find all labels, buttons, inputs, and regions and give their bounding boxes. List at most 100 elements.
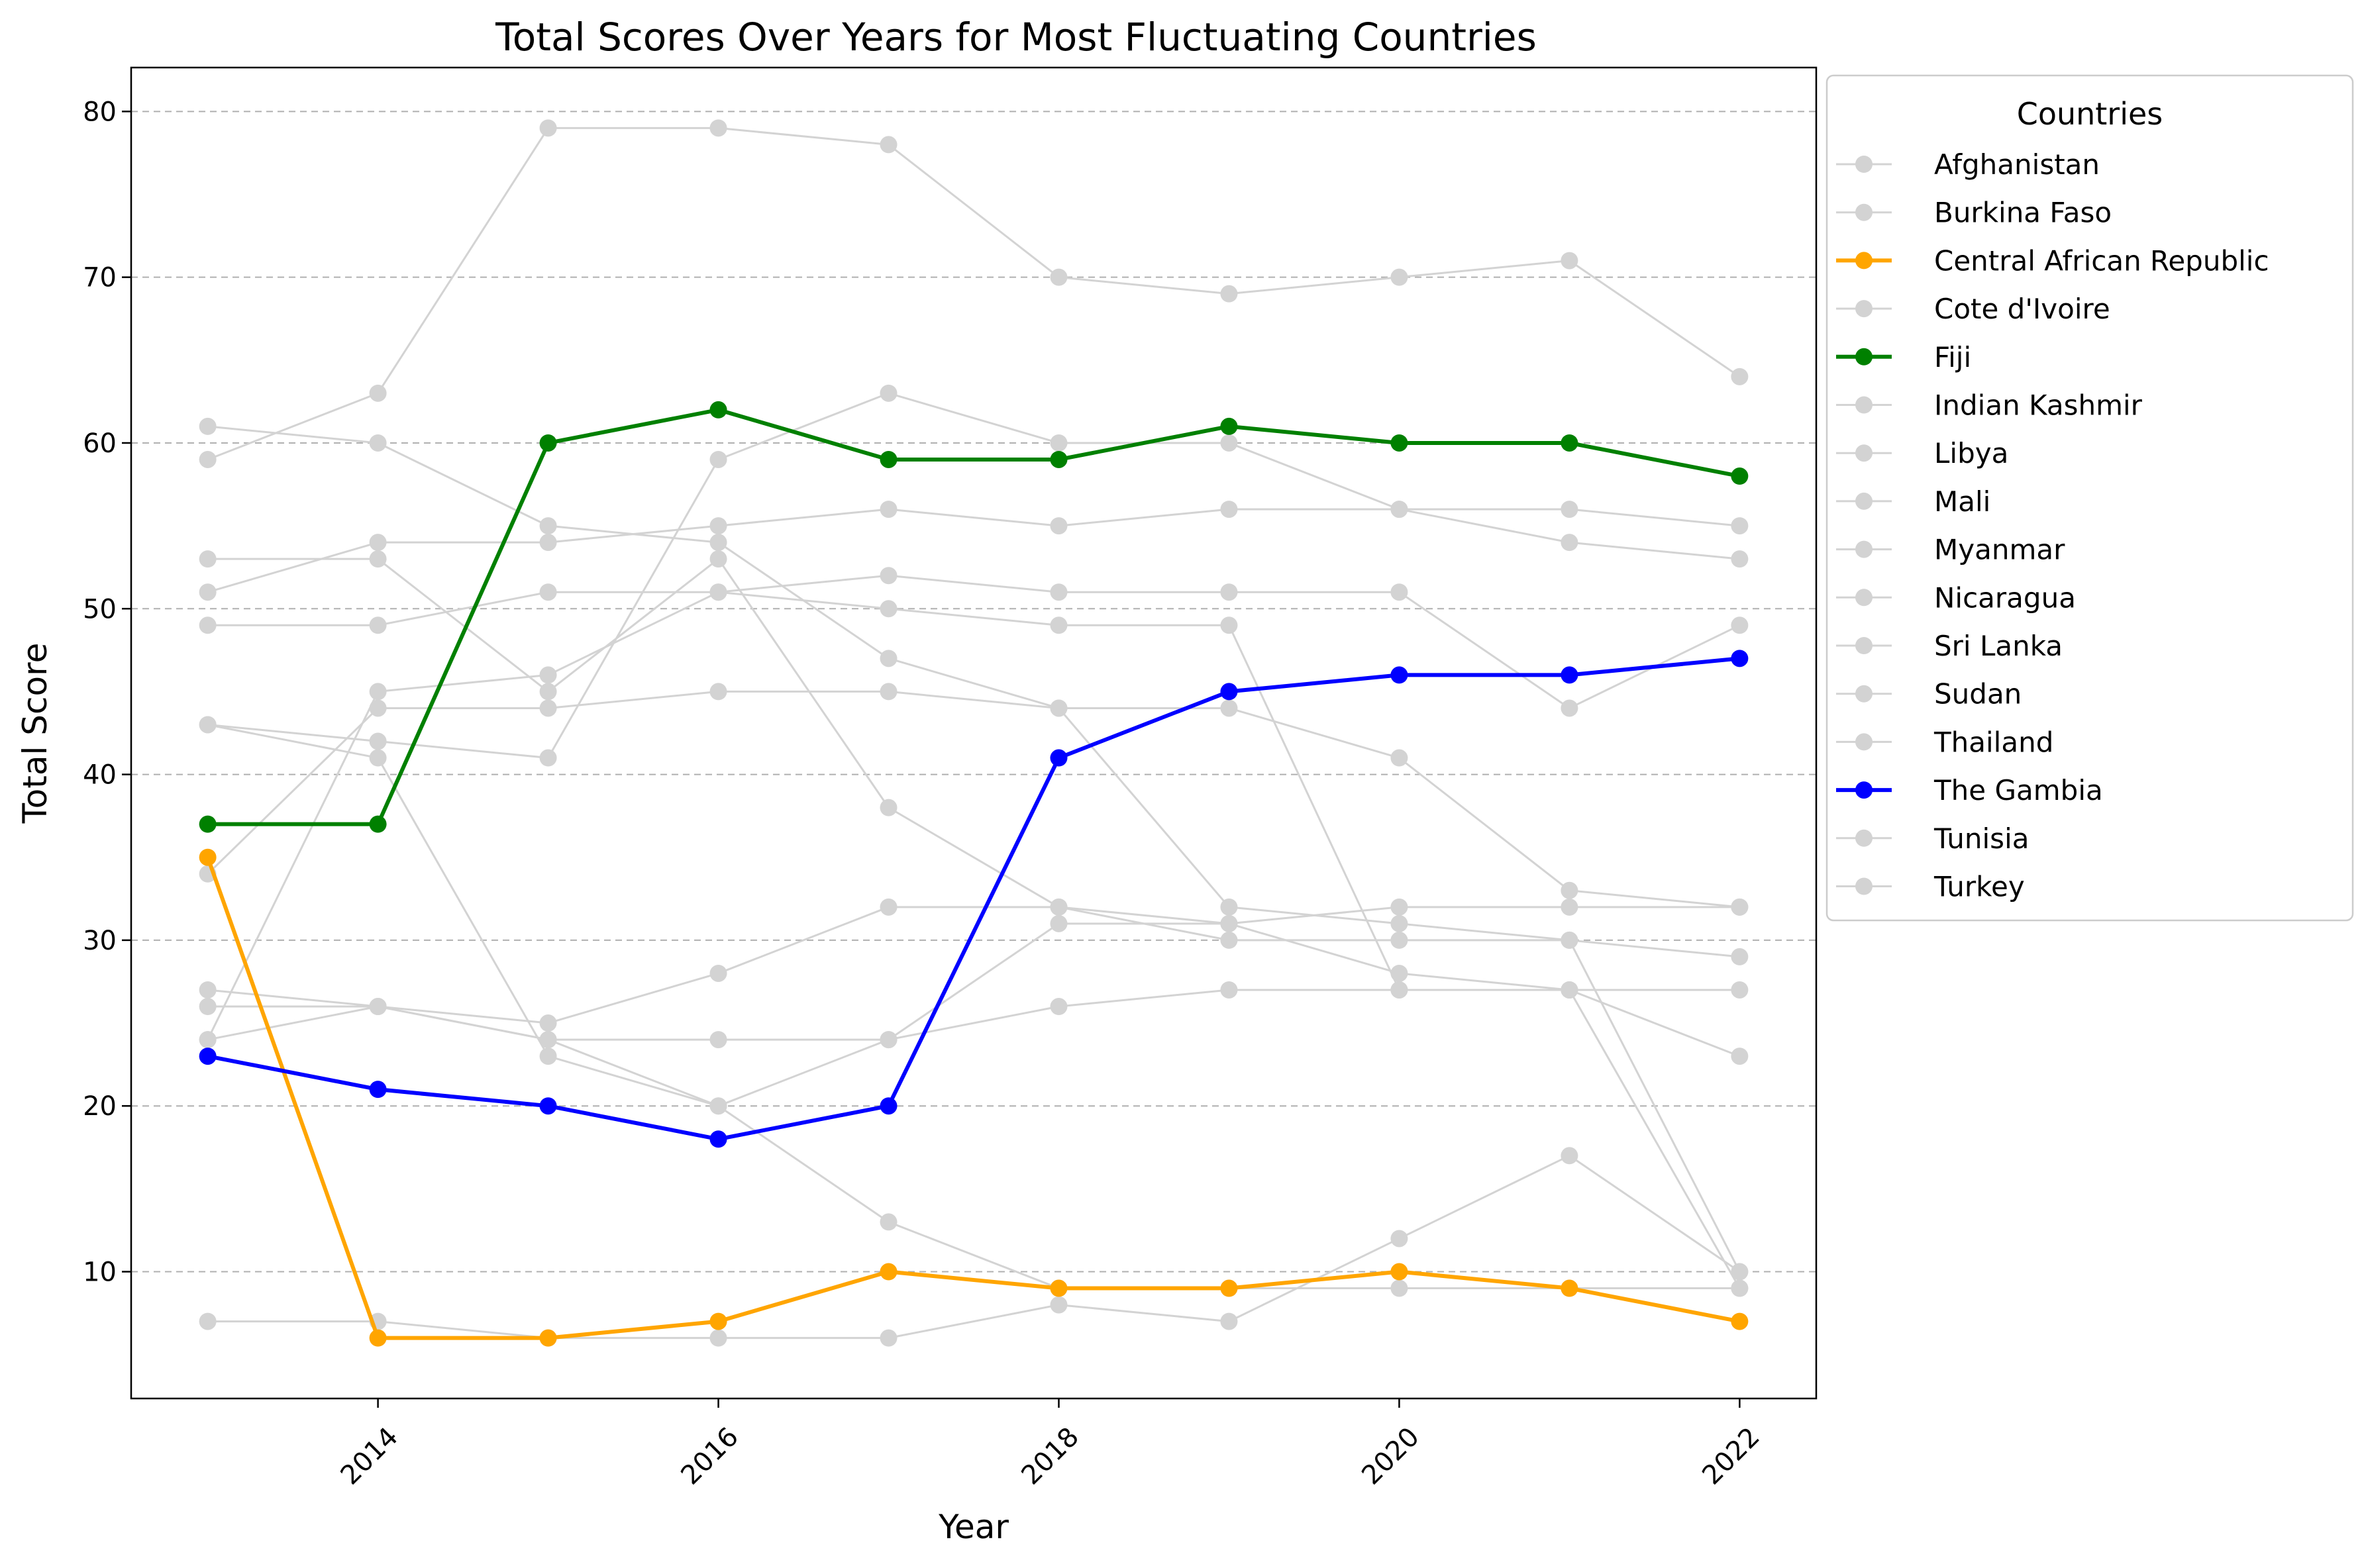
data-point [369,1081,387,1099]
legend-marker [1855,444,1873,462]
data-point [1220,981,1238,999]
data-point [709,1329,727,1347]
data-point [709,550,727,568]
data-point [1731,616,1749,634]
legend-label: Sri Lanka [1934,630,2063,662]
y-tick-label: 30 [83,926,117,956]
data-point [539,434,557,452]
data-point [880,1263,898,1281]
series-line [207,989,1741,1289]
series-indian-kashmir [199,1147,1749,1347]
legend-marker [1855,396,1873,414]
data-point [199,1312,217,1330]
data-point [369,534,387,552]
data-point [539,1031,557,1049]
data-point [709,534,727,552]
series-line [207,407,1740,826]
x-axis-label: Year [938,1508,1009,1546]
data-point [1561,252,1578,270]
data-point [1731,948,1749,965]
series-mali [199,417,1749,965]
data-point [199,981,217,999]
legend-item-fiji: Fiji [1836,341,1971,373]
legend-marker [1855,637,1873,654]
legend-item-tunisia: Tunisia [1836,822,2029,855]
data-point [1220,1312,1238,1330]
data-point [539,1048,557,1065]
data-point [1390,914,1408,932]
data-point [539,699,557,717]
data-point [1561,981,1578,999]
data-point [1220,931,1238,949]
legend-marker [1855,733,1873,751]
legend-box [1825,74,2354,922]
legend-label: The Gambia [1933,774,2103,807]
y-tick-label: 80 [83,97,117,127]
series-line [207,558,1740,925]
series-sri-lanka [199,914,1749,1115]
legend-marker [1855,300,1873,318]
data-point [1390,501,1408,518]
data-point [1731,981,1749,999]
data-point [880,898,898,916]
legend-marker [1855,829,1873,847]
data-point [709,450,727,468]
data-point [1050,699,1068,717]
data-point [880,1329,898,1347]
data-point [369,683,387,701]
data-point [1220,683,1238,701]
data-point [1050,749,1068,767]
y-tick-label: 40 [83,760,117,791]
legend-marker [1855,877,1873,895]
data-point [1731,898,1749,916]
data-point [1050,1279,1068,1297]
data-point [539,683,557,701]
data-point [369,998,387,1016]
y-axis-label: Total Score [16,643,54,824]
legend-label: Cote d'Ivoire [1934,293,2110,325]
data-point [1220,914,1238,932]
legend-title: Countries [2017,96,2163,132]
data-point [880,650,898,667]
data-point [1390,964,1408,982]
data-point [1731,467,1749,485]
data-point [369,434,387,452]
data-point [880,136,898,154]
data-point [880,1097,898,1115]
data-point [1220,434,1238,452]
legend-marker [1855,540,1873,558]
data-point [1220,417,1238,435]
chart-title: Total Scores Over Years for Most Fluctua… [495,15,1537,60]
legend-label: Indian Kashmir [1934,389,2143,422]
series-line [207,574,1741,709]
data-point [1731,1048,1749,1065]
data-point [369,815,387,833]
data-point [1561,881,1578,899]
data-point [709,964,727,982]
data-point [709,401,727,418]
legend-item-indian-kashmir: Indian Kashmir [1836,389,2143,422]
data-point [709,1031,727,1049]
series-fiji [199,401,1749,833]
data-point [1390,434,1408,452]
data-point [1561,931,1578,949]
data-point [1390,1230,1408,1248]
data-point [1220,1279,1238,1297]
legend-item-mali: Mali [1836,485,1990,518]
x-tick-label: 2014 [335,1422,405,1491]
data-point [1731,1263,1749,1281]
legend-label: Myanmar [1934,534,2065,566]
series-line [207,690,1740,908]
series-sudan [199,583,1749,1049]
data-point [1220,285,1238,303]
legend-label: Mali [1934,485,1990,518]
series-line [207,656,1740,1142]
legend-marker [1855,348,1873,366]
legend-label: Afghanistan [1934,148,2100,181]
data-point [199,1048,217,1065]
data-point [369,384,387,402]
data-point [1561,1279,1578,1297]
data-point [1390,981,1408,999]
y-tick-label: 10 [83,1257,117,1288]
